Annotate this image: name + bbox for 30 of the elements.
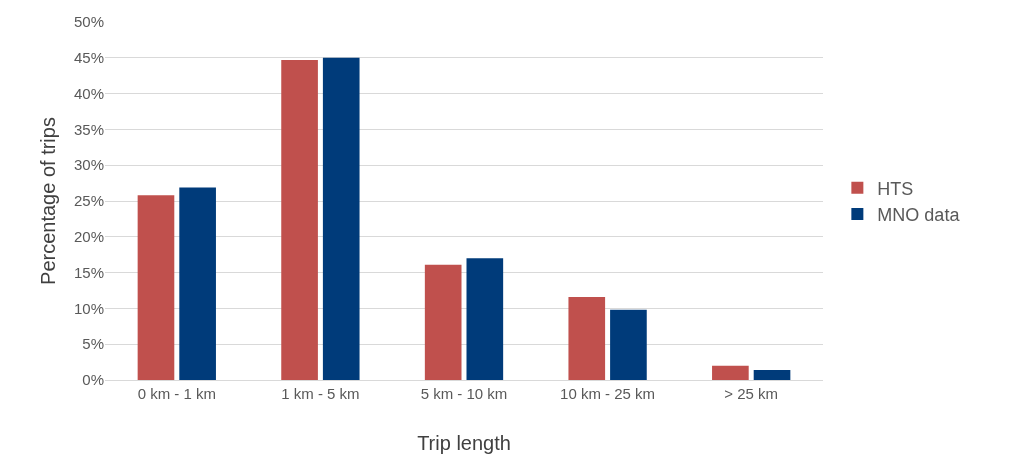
y-tick-label: 35% [73,120,104,138]
y-tick-label: 20% [73,228,104,246]
bar [137,195,175,380]
x-tick-label: 0 km - 1 km [137,385,216,402]
bar [610,309,647,380]
bar [424,264,462,380]
y-axis-title: Percentage of trips [37,117,60,285]
x-tick-label: 5 km - 10 km [420,385,508,402]
bar [753,369,791,380]
bar [568,296,606,380]
bar [712,365,749,380]
bar [466,258,504,380]
x-tick-label: > 25 km [724,385,779,402]
y-tick-label: 45% [73,49,104,67]
bar [179,187,216,380]
bar [322,57,360,380]
y-tick-label: 5% [82,335,104,353]
y-tick-label: 30% [73,156,104,174]
legend-label: MNO data [877,205,961,226]
x-axis-title: Trip length [417,432,511,454]
x-tick-label: 1 km - 5 km [281,385,360,402]
x-tick-label: 10 km - 25 km [560,385,656,402]
y-tick-label: 25% [73,192,104,210]
y-tick-label: 10% [73,299,104,317]
y-tick-label: 40% [73,84,104,102]
y-tick-label: 0% [82,371,104,389]
y-tick-label: 15% [73,263,104,281]
y-tick-label: 50% [73,13,104,31]
legend-label: HTS [877,178,914,199]
bar [281,59,318,380]
